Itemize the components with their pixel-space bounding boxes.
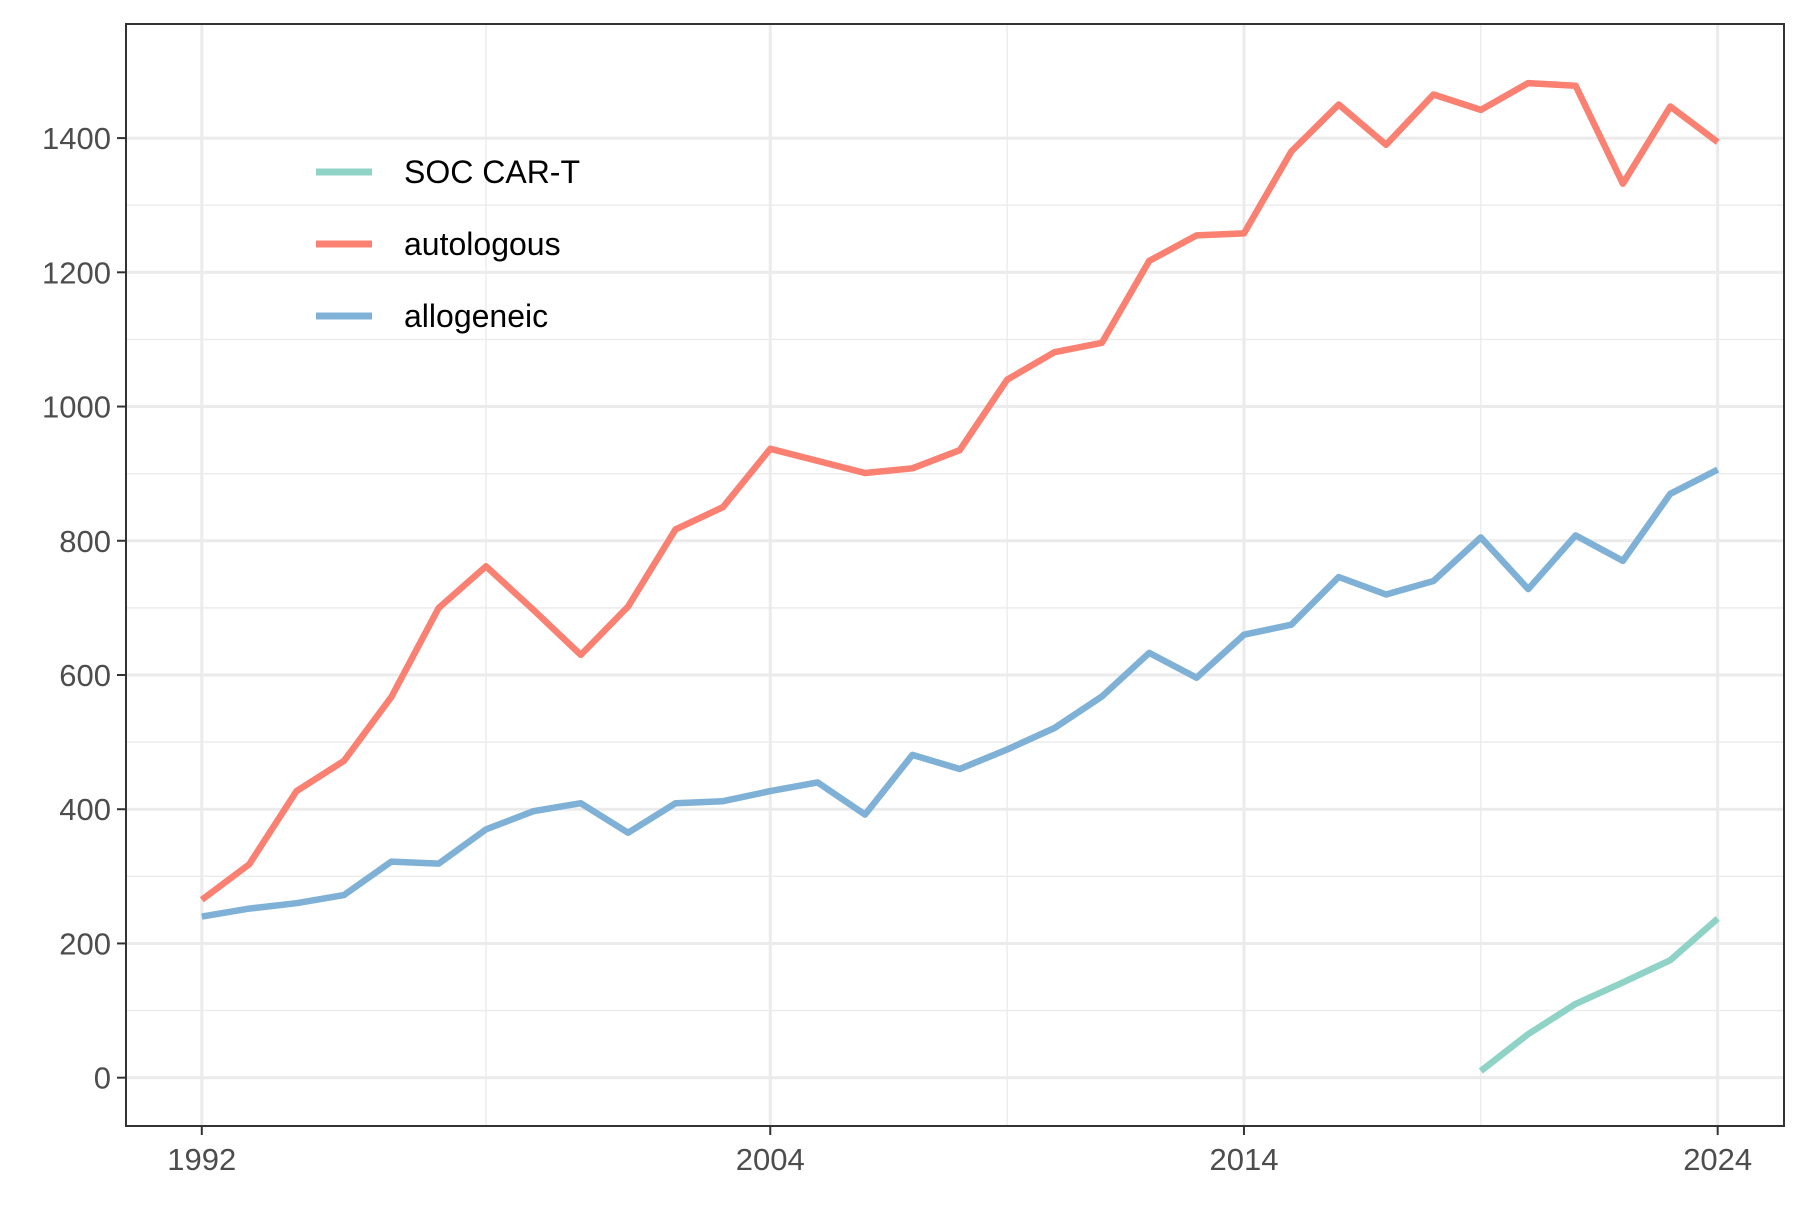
legend-label: autologous (404, 226, 561, 262)
y-tick-label: 0 (94, 1061, 111, 1096)
y-tick-label: 1400 (42, 121, 111, 156)
x-tick-label: 2014 (1209, 1142, 1278, 1177)
legend-label: SOC CAR-T (404, 154, 580, 190)
y-tick-label: 1000 (42, 390, 111, 425)
plot-border (125, 23, 1785, 1127)
series-line-autologous (199, 79, 1720, 903)
legend-label: allogeneic (404, 298, 548, 334)
x-tick-label: 2004 (736, 1142, 805, 1177)
y-tick-label: 1200 (42, 255, 111, 290)
series-line-soc-car-t (1478, 916, 1720, 1074)
y-tick-label: 200 (59, 926, 111, 961)
series-line-allogeneic (201, 466, 1720, 920)
y-tick-label: 600 (59, 658, 111, 693)
plot-panel (126, 24, 1784, 1126)
y-tick-label: 800 (59, 524, 111, 559)
x-tick-label: 2024 (1683, 1142, 1752, 1177)
y-tick-label: 400 (59, 792, 111, 827)
x-tick-label: 1992 (167, 1142, 236, 1177)
